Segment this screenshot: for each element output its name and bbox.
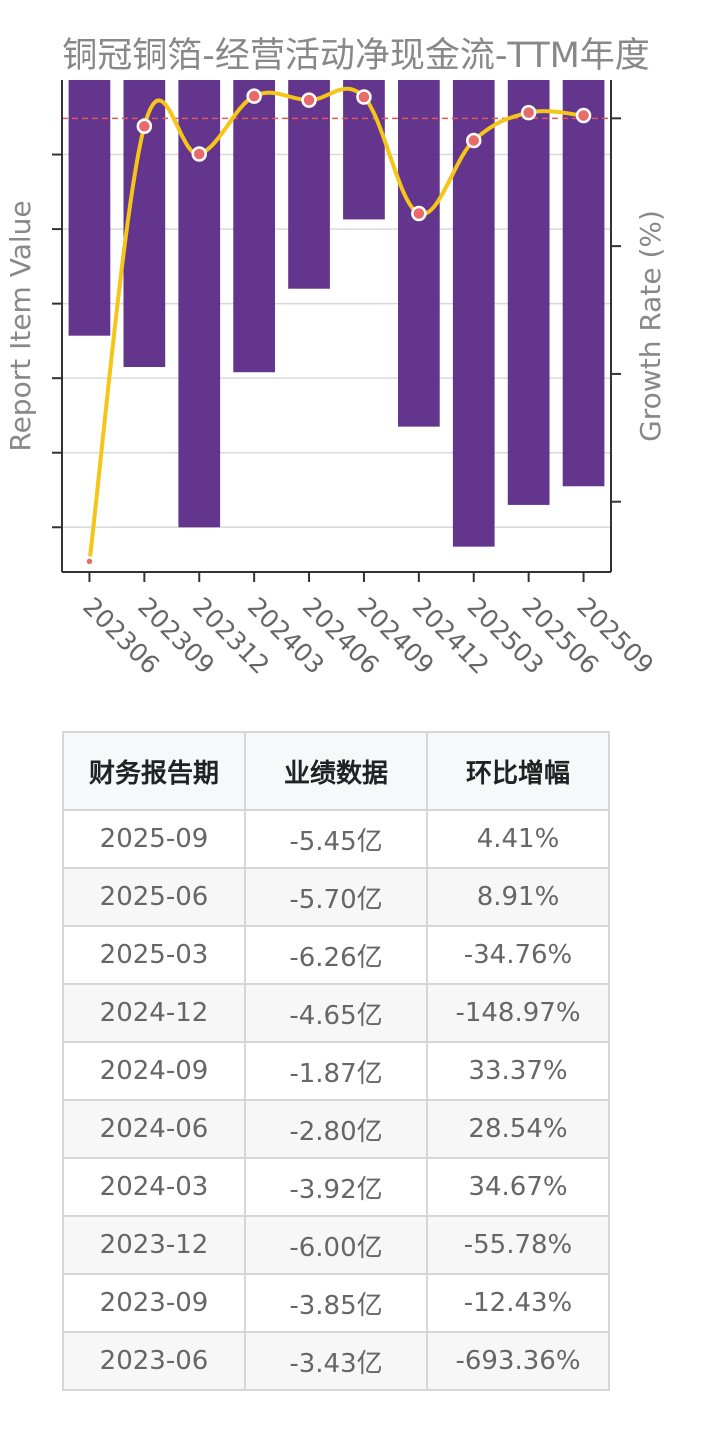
table-row: 2025-06 -5.70亿 8.91% — [62, 867, 610, 927]
cell-period: 2024-03 — [62, 1157, 246, 1217]
cell-value: -6.00亿 — [244, 1215, 428, 1275]
cell-growth: 33.37% — [426, 1041, 610, 1101]
table-row: 2023-12 -6.00亿 -55.78% — [62, 1215, 610, 1275]
cell-value: -5.45亿 — [244, 809, 428, 869]
cell-period: 2025-06 — [62, 867, 246, 927]
cell-period: 2023-09 — [62, 1273, 246, 1333]
cell-period: 2024-09 — [62, 1041, 246, 1101]
chart-title: 铜冠铜箔-经营活动净现金流-TTM年度 — [62, 36, 650, 76]
cell-growth: -55.78% — [426, 1215, 610, 1275]
growth-markers — [84, 88, 592, 567]
table-row: 2024-03 -3.92亿 34.67% — [62, 1157, 610, 1217]
y2-axis-title: Growth Rate (%) — [634, 210, 667, 442]
table-row: 2025-09 -5.45亿 4.41% — [62, 809, 610, 869]
cell-growth: 34.67% — [426, 1157, 610, 1217]
table-header-row: 财务报告期 业绩数据 环比增幅 — [62, 731, 610, 811]
chart: 2023062023092023122024032024062024092024… — [4, 36, 667, 680]
bar — [288, 80, 330, 289]
table-row: 2023-09 -3.85亿 -12.43% — [62, 1273, 610, 1333]
cell-period: 2025-03 — [62, 925, 246, 985]
growth-point — [411, 205, 427, 222]
bars — [68, 80, 605, 547]
cell-value: -3.43亿 — [244, 1331, 428, 1391]
table-row: 2024-06 -2.80亿 28.54% — [62, 1099, 610, 1159]
growth-point — [191, 146, 207, 162]
header-growth: 环比增幅 — [426, 731, 610, 811]
table-body: 2025-09 -5.45亿 4.41% 2025-06 -5.70亿 8.91% 2025… — [62, 809, 610, 1391]
data-table: 财务报告期 业绩数据 环比增幅 2025-09 -5.45亿 4.41% 2025-0… — [62, 731, 610, 1391]
header-period: 财务报告期 — [62, 731, 246, 811]
table-row: 2024-09 -1.87亿 33.37% — [62, 1041, 610, 1101]
cell-growth: -12.43% — [426, 1273, 610, 1333]
growth-point — [466, 132, 482, 149]
growth-point — [356, 89, 372, 105]
cell-value: -3.85亿 — [244, 1273, 428, 1333]
cell-value: -1.87亿 — [244, 1041, 428, 1101]
cell-value: -2.80亿 — [244, 1099, 428, 1159]
cell-period: 2024-12 — [62, 983, 246, 1043]
table-row: 2025-03 -6.26亿 -34.76% — [62, 925, 610, 985]
growth-point — [136, 118, 153, 135]
cell-value: -3.92亿 — [244, 1157, 428, 1217]
bar — [233, 80, 276, 373]
growth-point — [575, 107, 592, 124]
cell-growth: -693.36% — [426, 1331, 610, 1391]
cell-value: -5.70亿 — [244, 867, 428, 927]
bar — [68, 80, 111, 336]
bar — [452, 80, 495, 547]
table-row: 2024-12 -4.65亿 -148.97% — [62, 983, 610, 1043]
cell-growth: 8.91% — [426, 867, 610, 927]
cell-period: 2023-12 — [62, 1215, 246, 1275]
cell-growth: -34.76% — [426, 925, 610, 985]
cell-period: 2023-06 — [62, 1331, 246, 1391]
growth-point — [520, 104, 537, 121]
growth-point — [84, 556, 95, 567]
bar — [562, 80, 605, 487]
cell-period: 2024-06 — [62, 1099, 246, 1159]
x-tick-labels: 2023062023092023122024032024062024092024… — [77, 592, 659, 680]
bar — [397, 80, 440, 427]
axes — [52, 80, 621, 582]
table-row: 2023-06 -3.43亿 -693.36% — [62, 1331, 610, 1391]
cell-growth: 4.41% — [426, 809, 610, 869]
bar — [507, 80, 550, 505]
cell-period: 2025-09 — [62, 809, 246, 869]
header-value: 业绩数据 — [244, 731, 428, 811]
cell-growth: -148.97% — [426, 983, 610, 1043]
cell-growth: 28.54% — [426, 1099, 610, 1159]
growth-point — [246, 88, 262, 104]
y-axis-title: Report Item Value — [4, 200, 37, 451]
cell-value: -6.26亿 — [244, 925, 428, 985]
cell-value: -4.65亿 — [244, 983, 428, 1043]
growth-point — [301, 92, 317, 108]
